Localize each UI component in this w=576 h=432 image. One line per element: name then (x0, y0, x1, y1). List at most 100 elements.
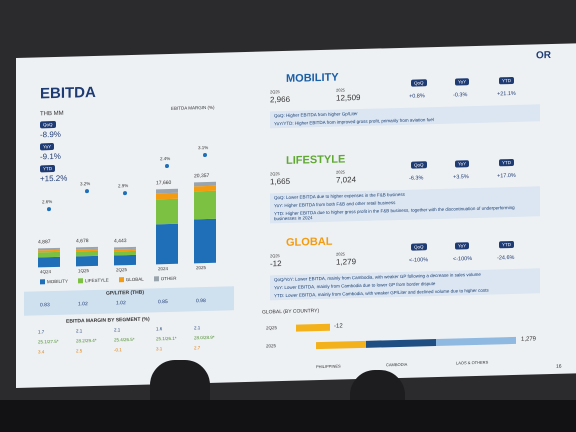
seg-value: 2.7 (194, 345, 201, 351)
legend-item: LIFESTYLE (78, 277, 109, 284)
stat: +15.2% (40, 173, 68, 184)
legend-item: OTHER (153, 275, 177, 282)
pill: YTD (499, 158, 514, 167)
bar-total: 4,887 (38, 239, 51, 246)
seg-value: 25.1/26.1* (156, 335, 177, 342)
value: 1,665 (270, 176, 291, 187)
gp-value: 1.02 (78, 301, 88, 308)
bar-segment (114, 254, 136, 266)
period: 2Q25 (270, 253, 280, 259)
gp-value: 0.83 (40, 302, 50, 309)
legend-item: GLOBAL (118, 276, 144, 283)
page: 16 (556, 363, 562, 370)
country-bar (436, 336, 516, 347)
period: 2Q25 (266, 325, 278, 331)
seg-value: 28.2/29.4* (76, 337, 97, 344)
legend-item: MOBILITY (40, 278, 69, 285)
country-chart: 2Q25 -12 2025 1,279 PHILIPPINES CAMBODIA LAOS … (16, 43, 576, 369)
country-bar (366, 339, 436, 348)
country-bar (296, 323, 330, 332)
legend: MOBILITY LIFESTYLE GLOBAL OTHER (40, 275, 177, 285)
seg-value: 1.7 (38, 329, 45, 335)
bar-segment (38, 256, 60, 268)
seg-value: 25.1/27.5* (38, 338, 59, 345)
change: -0.3% (453, 92, 468, 99)
pill: YoY (455, 78, 470, 86)
bar-chart: 4,887 4Q24 2.6% 4,678 1Q25 3.2% 4,443 2Q25 2.9% 1… (16, 43, 576, 274)
change: +0.8% (409, 93, 425, 100)
bar-segment (156, 188, 178, 194)
period: 2Q25 (270, 171, 280, 177)
bar-total: 4,443 (114, 238, 127, 245)
period: 2024 (158, 266, 169, 272)
seg-value: 28.0/28.9* (194, 334, 215, 341)
gp-value: 0.85 (158, 299, 168, 306)
pill: QoQ (411, 243, 427, 251)
segment-name: GLOBAL (286, 235, 333, 249)
gp-value: 0.98 (196, 298, 206, 305)
bar-segment (38, 251, 60, 258)
seg-value: 2.5 (76, 348, 83, 354)
period: 1Q25 (78, 268, 90, 274)
stat: -8.9% (40, 129, 61, 140)
logo: OR (536, 49, 551, 62)
period: 2025 (336, 87, 345, 93)
period: 2025 (336, 169, 345, 175)
gp-row: 0.83 1.02 1.02 0.85 0.98 (16, 43, 576, 308)
seg-value: 3.1 (156, 346, 163, 352)
bar-segment (194, 218, 216, 264)
segment-table: 1.7 2.1 2.1 1.6 2.1 25.1/27.5* 28.2/29.4* 25.4/… (16, 43, 576, 354)
margin-dot (165, 163, 169, 169)
segment-name: LIFESTYLE (286, 153, 346, 167)
total: -12 (334, 323, 343, 330)
pill: YTD (499, 76, 514, 85)
margin-dot (203, 152, 207, 158)
legend-item: CAMBODIA (386, 361, 408, 368)
change: +3.5% (453, 174, 469, 181)
change: +21.1% (497, 90, 516, 98)
segment-name: MOBILITY (286, 71, 339, 85)
bar-segment (156, 192, 178, 200)
pill: QoQ (411, 79, 427, 87)
bar-segment (156, 198, 178, 225)
change: +17.0% (497, 172, 516, 180)
change: -6.3% (409, 175, 424, 182)
seg-value: 25.4/26.5* (114, 336, 135, 343)
gp-value: 1.02 (116, 300, 126, 307)
country-bar (316, 340, 366, 350)
segments: MOBILITY 2Q25 2,966 2025 12,509 QoQ +0.8% YoY -0… (16, 43, 576, 301)
value: -12 (270, 259, 282, 269)
margin-dot (85, 189, 89, 194)
seg-value: 2.1 (194, 325, 201, 331)
pill: YoY (455, 160, 470, 168)
bar-segment (76, 255, 98, 267)
seg-value: 3.4 (38, 349, 45, 355)
period: 2Q25 (270, 89, 280, 95)
pill: YTD (40, 164, 55, 173)
period: 4Q24 (40, 269, 52, 275)
unit: THB MM (40, 110, 64, 118)
slide: OR EBITDA THB MM QoQ -8.9% YoY -9.1% YTD… (16, 43, 576, 389)
seg-value: 1.6 (156, 326, 163, 332)
value: 1,279 (336, 257, 357, 267)
seg-title: EBITDA MARGIN BY SEGMENT (%) (66, 316, 150, 325)
bar-segment (194, 181, 216, 187)
period: 2025 (196, 265, 207, 271)
period: 2025 (336, 251, 345, 257)
pill: QoQ (40, 120, 56, 129)
legend: EBITDA MARGIN (%) (171, 104, 215, 111)
gp-title: GP/LITER (THB) (106, 289, 145, 297)
change: -24.6% (497, 254, 515, 262)
pill: YTD (499, 240, 514, 249)
pill: QoQ (411, 161, 427, 169)
change: <-100% (409, 257, 429, 264)
bar-segment (114, 250, 136, 256)
pill: YoY (40, 143, 55, 151)
country-title: GLOBAL (BY COUNTRY) (262, 308, 320, 316)
bar-segment (156, 223, 178, 265)
margin-label: 2.9% (118, 183, 129, 189)
period: 2Q25 (116, 267, 128, 273)
change: <-100% (453, 256, 473, 263)
margin-label: 2.4% (160, 155, 171, 162)
